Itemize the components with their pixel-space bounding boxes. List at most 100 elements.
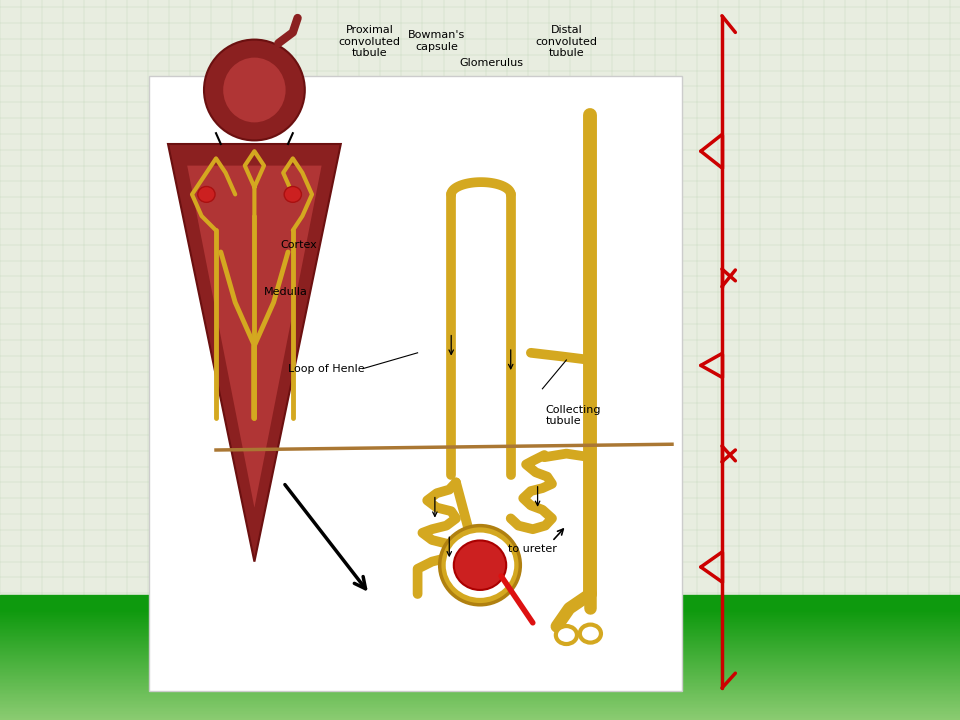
Ellipse shape bbox=[198, 186, 215, 202]
Bar bbox=[0, 604, 960, 618]
Bar bbox=[0, 622, 960, 636]
Bar bbox=[0, 664, 960, 678]
Text: Distal
convoluted
tubule: Distal convoluted tubule bbox=[536, 25, 597, 58]
Bar bbox=[0, 598, 960, 613]
Bar bbox=[0, 689, 960, 703]
Bar bbox=[0, 649, 960, 663]
Bar bbox=[0, 634, 960, 649]
Bar bbox=[0, 680, 960, 695]
Bar bbox=[0, 667, 960, 681]
Bar bbox=[0, 706, 960, 720]
Bar bbox=[0, 637, 960, 652]
Bar bbox=[0, 636, 960, 650]
Bar bbox=[0, 624, 960, 638]
Bar bbox=[0, 670, 960, 684]
Bar bbox=[0, 600, 960, 614]
Text: Loop of Henle: Loop of Henle bbox=[288, 364, 365, 374]
Bar bbox=[0, 643, 960, 657]
Bar bbox=[0, 616, 960, 631]
Text: to ureter: to ureter bbox=[509, 544, 557, 554]
Text: Bowman's
capsule: Bowman's capsule bbox=[408, 30, 466, 52]
Bar bbox=[0, 685, 960, 699]
Bar bbox=[0, 694, 960, 708]
Bar bbox=[0, 701, 960, 716]
Bar bbox=[0, 625, 960, 639]
Bar bbox=[0, 688, 960, 702]
Bar bbox=[0, 619, 960, 634]
Bar bbox=[0, 700, 960, 714]
Bar bbox=[149, 76, 682, 691]
Bar bbox=[0, 658, 960, 672]
Bar bbox=[0, 654, 960, 668]
Bar bbox=[0, 639, 960, 653]
Bar bbox=[0, 613, 960, 628]
Bar bbox=[0, 646, 960, 660]
Bar bbox=[0, 672, 960, 687]
Bar bbox=[0, 678, 960, 692]
Bar bbox=[0, 655, 960, 670]
Bar bbox=[0, 652, 960, 667]
Bar bbox=[0, 660, 960, 674]
Bar bbox=[0, 642, 960, 656]
Bar bbox=[0, 665, 960, 680]
Bar bbox=[0, 693, 960, 708]
Text: Cortex: Cortex bbox=[280, 240, 317, 250]
Ellipse shape bbox=[440, 526, 520, 605]
Bar bbox=[0, 676, 960, 690]
Bar bbox=[0, 647, 960, 662]
Bar bbox=[0, 668, 960, 683]
Bar bbox=[0, 629, 960, 643]
Bar bbox=[0, 640, 960, 654]
Text: Proximal
convoluted
tubule: Proximal convoluted tubule bbox=[339, 25, 400, 58]
Bar bbox=[0, 618, 960, 632]
Text: Medulla: Medulla bbox=[264, 287, 308, 297]
Bar bbox=[0, 615, 960, 629]
Bar bbox=[0, 682, 960, 696]
Bar bbox=[0, 703, 960, 717]
Bar bbox=[0, 626, 960, 641]
Bar bbox=[0, 657, 960, 671]
Bar bbox=[0, 611, 960, 625]
Bar bbox=[0, 606, 960, 621]
Bar bbox=[0, 608, 960, 622]
Bar bbox=[0, 692, 960, 706]
Ellipse shape bbox=[454, 541, 506, 590]
Bar bbox=[0, 651, 960, 665]
Ellipse shape bbox=[445, 533, 515, 598]
Polygon shape bbox=[187, 166, 322, 508]
Bar bbox=[0, 662, 960, 677]
Bar bbox=[0, 609, 960, 624]
Bar bbox=[0, 690, 960, 705]
Ellipse shape bbox=[284, 186, 301, 202]
Bar bbox=[0, 644, 960, 659]
Bar bbox=[0, 612, 960, 626]
Bar bbox=[0, 605, 960, 619]
Bar bbox=[0, 686, 960, 701]
Bar bbox=[0, 601, 960, 616]
Ellipse shape bbox=[580, 624, 601, 642]
Bar bbox=[0, 704, 960, 719]
Polygon shape bbox=[168, 144, 341, 562]
Bar bbox=[0, 679, 960, 693]
Bar bbox=[0, 649, 960, 664]
Text: Collecting
tubule: Collecting tubule bbox=[545, 405, 601, 426]
Bar bbox=[0, 697, 960, 711]
Bar bbox=[0, 661, 960, 675]
Bar bbox=[0, 673, 960, 688]
Bar bbox=[0, 627, 960, 642]
Bar bbox=[0, 621, 960, 635]
Bar bbox=[0, 631, 960, 646]
Bar bbox=[0, 671, 960, 685]
Bar bbox=[0, 683, 960, 698]
Ellipse shape bbox=[204, 40, 305, 140]
Bar bbox=[0, 630, 960, 644]
Bar bbox=[0, 595, 960, 610]
Bar bbox=[0, 633, 960, 647]
Ellipse shape bbox=[223, 58, 286, 122]
Bar bbox=[0, 597, 960, 611]
Ellipse shape bbox=[556, 626, 577, 644]
Bar bbox=[0, 675, 960, 689]
Bar bbox=[0, 696, 960, 710]
Text: Glomerulus: Glomerulus bbox=[460, 58, 523, 68]
Bar bbox=[0, 603, 960, 617]
